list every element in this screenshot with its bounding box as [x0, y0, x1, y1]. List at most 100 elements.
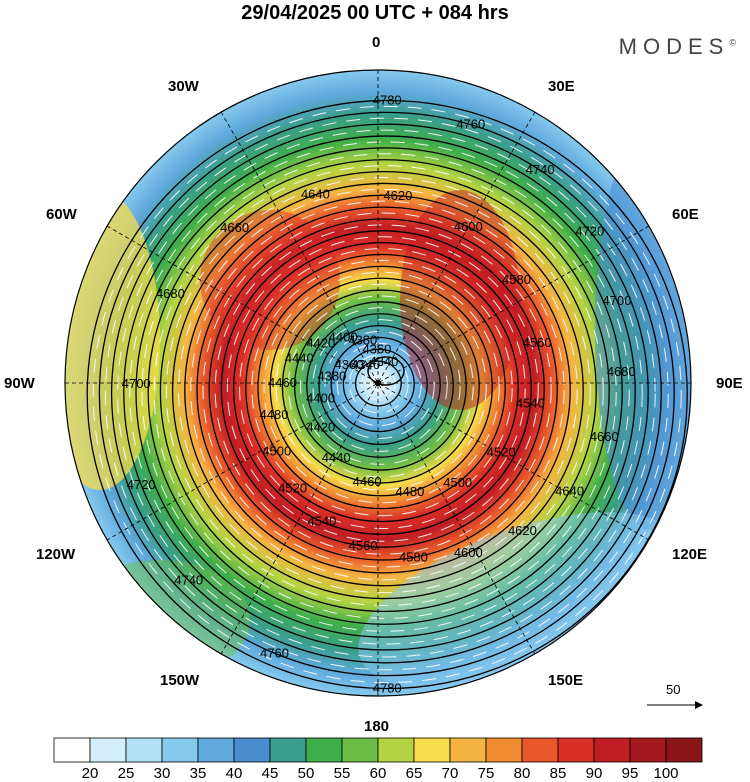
contour-label: 4680	[607, 364, 636, 379]
graticule	[65, 70, 691, 696]
colorbar-swatch	[305, 737, 343, 763]
colorbar-swatch	[557, 737, 595, 763]
contour-label: 4340	[369, 354, 398, 369]
contour-line	[98, 111, 675, 677]
colorbar-swatch	[449, 737, 487, 763]
contour-label: 4500	[262, 444, 291, 459]
contour-line	[123, 135, 649, 651]
contour-label: 4600	[454, 219, 483, 234]
contour-label: 4660	[220, 220, 249, 235]
contour-line	[135, 147, 636, 638]
colorbar-swatch	[377, 737, 415, 763]
contour-label: 4540	[516, 396, 545, 411]
contour-label: 4500	[443, 475, 472, 490]
wind-streamline	[141, 153, 630, 632]
wind-streamline	[300, 307, 461, 465]
contour-line	[220, 230, 545, 548]
colorbar-tick-label: 25	[117, 765, 135, 782]
colorbar-swatch	[665, 737, 703, 763]
colorbar-tick-label: 45	[261, 765, 279, 782]
contour-line	[159, 170, 610, 613]
contour-label: 4560	[523, 335, 552, 350]
contour-label: 4540	[307, 514, 336, 529]
colorbar	[53, 737, 703, 763]
wind-streamline	[117, 129, 656, 658]
wind-speed-field	[65, 70, 691, 696]
wind-streamline	[153, 165, 617, 619]
contour-label: 4740	[526, 162, 555, 177]
colorbar-tick-label: 80	[513, 765, 531, 782]
contour-line	[354, 360, 402, 407]
contour-label: 4460	[268, 375, 297, 390]
lon-label-60w: 60W	[46, 206, 77, 223]
contour-line	[110, 123, 662, 664]
contour-label: 4400	[329, 330, 358, 345]
contour-label: 4360	[362, 341, 391, 356]
wind-streamline	[287, 295, 474, 478]
contour-label: 4760	[456, 117, 485, 132]
wind-streamline	[178, 188, 591, 594]
contour-label: 4640	[301, 187, 330, 202]
height-contours	[86, 99, 688, 690]
contour-label: 4480	[395, 484, 424, 499]
contour-labels: 4780 4780 4760 4760 4740 4740 4720 4720 4700 4700…	[122, 93, 636, 696]
lon-label-180: 180	[364, 718, 390, 735]
contour-label: 4580	[399, 549, 428, 564]
contour-line	[245, 253, 519, 523]
colorbar-tick-label: 50	[297, 765, 315, 782]
map-boundary	[64, 69, 692, 697]
contour-label: 4360	[335, 357, 364, 372]
colorbar-swatch	[197, 737, 235, 763]
contour-label: 4560	[349, 538, 378, 553]
map-title: 29/04/2025 00 UTC + 084 hrs	[241, 2, 509, 24]
colorbar-tick-label: 30	[153, 765, 171, 782]
colorbar-tick-label: 60	[369, 765, 387, 782]
wind-streamline	[312, 319, 448, 452]
contour-line	[171, 182, 597, 600]
colorbar-swatch	[125, 737, 163, 763]
colorbar-swatch	[413, 737, 451, 763]
wind-streamline	[165, 176, 604, 607]
contour-line	[318, 324, 441, 446]
contour-line	[293, 301, 467, 471]
contour-label: 4660	[590, 429, 619, 444]
wind-streamline	[190, 200, 578, 581]
colorbar-swatch	[161, 737, 199, 763]
colorbar-tick-label: 65	[405, 765, 423, 782]
lon-label-90w: 90W	[4, 375, 35, 392]
contour-label: 4740	[174, 573, 203, 588]
lon-label-150w: 150W	[160, 672, 200, 689]
lon-label-120e: 120E	[672, 546, 708, 563]
contour-label: 4700	[122, 376, 151, 391]
contour-label: 4720	[127, 477, 156, 492]
contour-label: 4420	[306, 420, 335, 435]
wind-streamline	[348, 354, 409, 414]
colorbar-tick-label: 40	[225, 765, 243, 782]
contour-label: 4440	[322, 450, 351, 465]
colorbar-swatch	[269, 737, 307, 763]
contour-label: 4420	[306, 335, 335, 350]
contour-line	[196, 206, 571, 574]
lon-label-150e: 150E	[548, 672, 584, 689]
contour-label: 4760	[260, 645, 289, 660]
wind-streamline	[92, 105, 682, 684]
contour-line	[208, 218, 558, 561]
low-center-contour	[367, 356, 405, 386]
contour-label: 4780	[373, 93, 402, 108]
contour-label: 4460	[353, 474, 382, 489]
contour-label: 4720	[575, 223, 604, 238]
reference-vector-label: 50	[666, 682, 681, 697]
colorbar-swatch	[89, 737, 127, 763]
contour-label: 4400	[306, 390, 335, 405]
contour-label: 4520	[487, 445, 516, 460]
contour-label: 4600	[454, 545, 483, 560]
colorbar-swatch	[485, 737, 523, 763]
wind-streamline	[275, 283, 487, 491]
colorbar-tick-label: 55	[333, 765, 351, 782]
lon-label-60e: 60E	[672, 206, 699, 223]
lon-label-0: 0	[372, 34, 381, 51]
reference-vector-arrow	[647, 701, 703, 709]
contour-line	[147, 159, 623, 625]
contour-label: 4480	[260, 407, 289, 422]
colorbar-swatch	[629, 737, 667, 763]
